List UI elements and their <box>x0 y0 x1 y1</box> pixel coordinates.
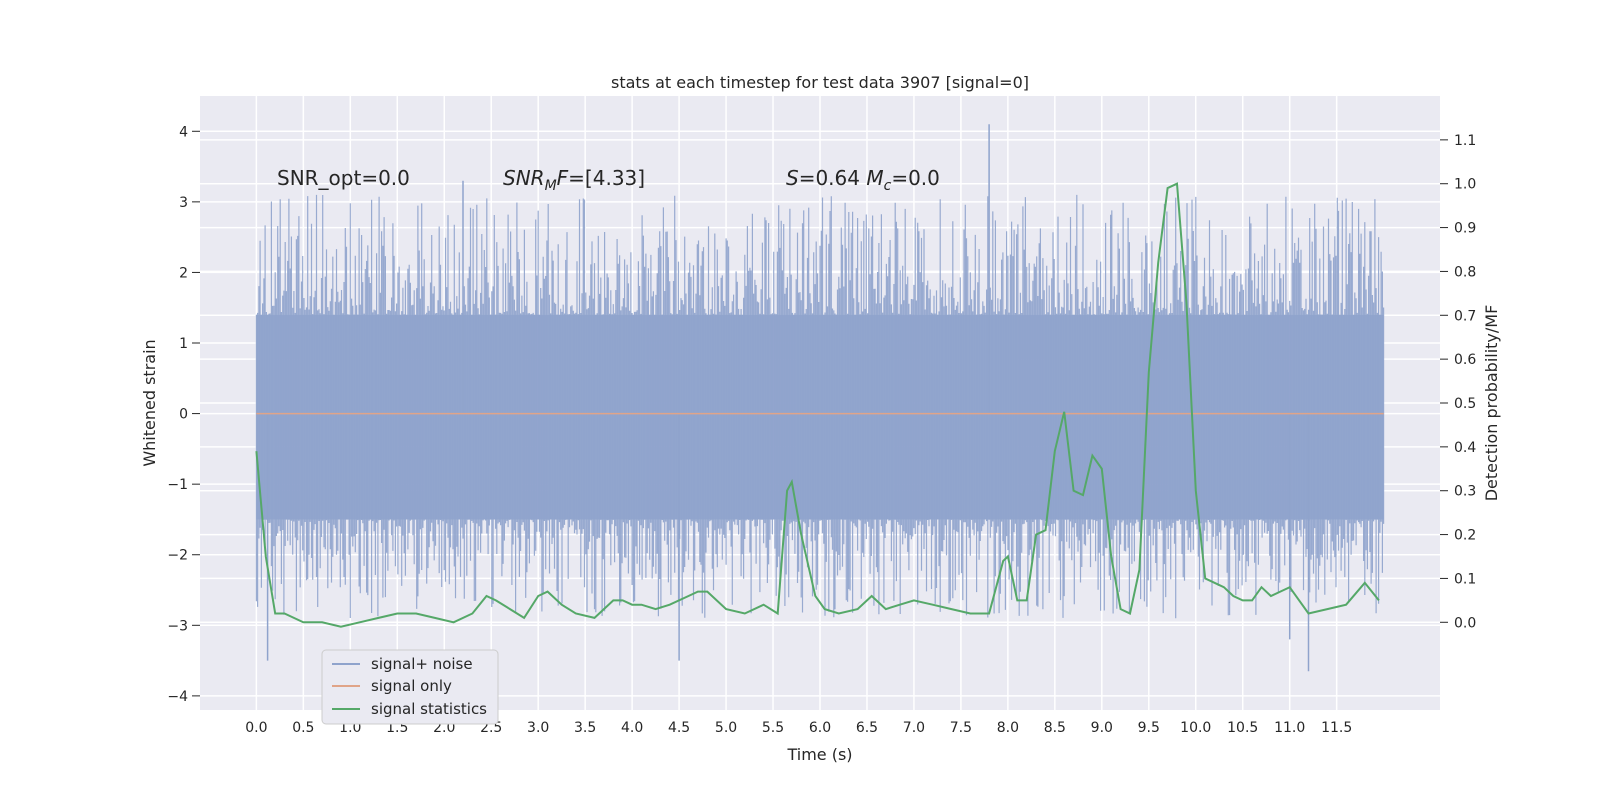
chart-title: stats at each timestep for test data 390… <box>611 73 1029 92</box>
annotation-snr-mf: SNRMF=[4.33] <box>503 166 645 194</box>
x-tick-label: 10.5 <box>1227 720 1258 736</box>
x-tick-label: 3.5 <box>574 720 596 736</box>
y-tick-labels: 4 3 2 1 0 −1 −2 −3 −4 <box>167 124 200 705</box>
y-axis-label: Whitened strain <box>140 339 159 466</box>
legend: signal+ noise signal only signal statist… <box>321 649 499 725</box>
x-tick-label: 3.0 <box>527 720 549 736</box>
y-tick-label: −4 <box>167 689 188 705</box>
y-tick-label: −2 <box>167 548 188 564</box>
y-tick-label: 1 <box>179 336 188 352</box>
y2-tick-label: 0.8 <box>1454 264 1476 280</box>
x-tick-label: 4.5 <box>668 720 690 736</box>
series-signal-statistics <box>255 182 1380 628</box>
legend-label-signal-statistics: signal statistics <box>371 700 487 718</box>
x-tick-label: 8.5 <box>1044 720 1066 736</box>
x-tick-label: 4.0 <box>621 720 643 736</box>
y2-tick-label: 1.1 <box>1454 133 1476 149</box>
y2-tick-label: 0.7 <box>1454 308 1476 324</box>
y-tick-label: 3 <box>179 195 188 211</box>
x-tick-label: 9.5 <box>1138 720 1160 736</box>
y2-tick-label: 1.0 <box>1454 177 1476 193</box>
y2-tick-label: 0.6 <box>1454 352 1476 368</box>
legend-label-signal-only: signal only <box>371 677 452 695</box>
x-tick-label: 0.5 <box>292 720 314 736</box>
y2-tick-label: 0.0 <box>1454 615 1476 631</box>
x-tick-label: 0.0 <box>245 720 267 736</box>
x-tick-label: 6.5 <box>856 720 878 736</box>
x-tick-labels: 0.0 0.5 1.0 1.5 2.0 2.5 3.0 3.5 4.0 4.5 5.0 5.5 6.0 6… <box>245 720 1352 736</box>
y-tick-label: 0 <box>179 407 188 423</box>
x-axis-label: Time (s) <box>786 745 852 764</box>
x-tick-label: 7.5 <box>950 720 972 736</box>
x-tick-label: 5.5 <box>762 720 784 736</box>
x-tick-label: 10.0 <box>1180 720 1211 736</box>
y2-tick-label: 0.5 <box>1454 396 1476 412</box>
y-tick-label: 2 <box>179 265 188 281</box>
x-tick-label: 11.5 <box>1321 720 1352 736</box>
y2-tick-label: 0.9 <box>1454 221 1476 237</box>
y-tick-label: 4 <box>179 124 188 140</box>
annotation-s-mc: S=0.64 Mc=0.0 <box>786 166 940 194</box>
y2-axis-label: Detection probability/MF <box>1482 305 1501 502</box>
y2-tick-label: 0.3 <box>1454 484 1476 500</box>
x-tick-label: 6.0 <box>809 720 831 736</box>
x-tick-label: 7.0 <box>903 720 925 736</box>
y-tick-label: −1 <box>167 477 188 493</box>
y2-tick-label: 0.4 <box>1454 440 1476 456</box>
noise-spikes <box>266 124 1310 672</box>
y2-tick-label: 0.2 <box>1454 528 1476 544</box>
x-tick-label: 5.0 <box>715 720 737 736</box>
y2-tick-labels: 1.1 1.0 0.9 0.8 0.7 0.6 0.5 0.4 0.3 0.2 0.1 0.0 <box>1440 133 1476 631</box>
x-tick-label: 8.0 <box>997 720 1019 736</box>
x-tick-label: 11.0 <box>1274 720 1305 736</box>
y-tick-label: −3 <box>167 618 188 634</box>
annotation-snr-opt: SNR_opt=0.0 <box>277 166 410 190</box>
x-tick-label: 9.0 <box>1091 720 1113 736</box>
legend-label-signal-noise: signal+ noise <box>371 655 473 673</box>
legend-box <box>321 649 499 725</box>
y2-tick-label: 0.1 <box>1454 571 1476 587</box>
